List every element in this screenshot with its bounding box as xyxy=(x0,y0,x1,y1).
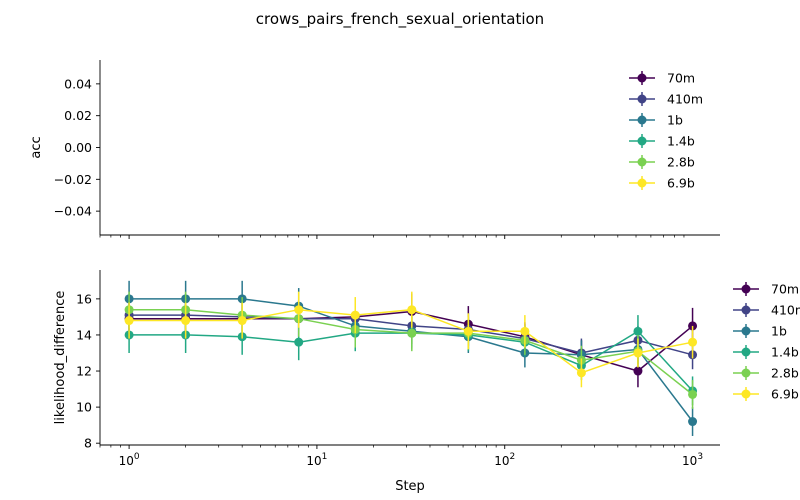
legend-entry-label: 70m xyxy=(771,282,799,297)
y-tick-label: −0.04 xyxy=(54,204,92,219)
legend-entry-label: 410m xyxy=(771,303,800,318)
legend-swatch-marker xyxy=(637,157,647,167)
y-tick-label: −0.02 xyxy=(54,172,92,187)
data-point xyxy=(688,337,698,347)
legend-swatch-marker xyxy=(741,368,751,378)
data-point xyxy=(350,310,360,320)
y-tick-label: 0.00 xyxy=(64,140,92,155)
legend-entry-label: 6.9b xyxy=(771,387,799,402)
data-point xyxy=(124,316,134,326)
legend-entry-label: 1.4b xyxy=(667,134,695,149)
legend-entry-label: 6.9b xyxy=(667,176,695,191)
data-point xyxy=(633,366,643,376)
x-tick-label: 101 xyxy=(306,452,327,468)
data-point xyxy=(407,305,417,315)
series-1b xyxy=(124,280,698,436)
legend-entry-label: 70m xyxy=(667,71,695,86)
y-tick-label: 10 xyxy=(76,400,92,415)
y-tick-label: 0.02 xyxy=(64,108,92,123)
legend-entry-label: 1b xyxy=(667,113,683,128)
data-point xyxy=(237,316,247,326)
legend-entry-label: 2.8b xyxy=(667,155,695,170)
data-point xyxy=(520,326,530,336)
data-point xyxy=(294,337,304,347)
legend-swatch-marker xyxy=(637,136,647,146)
data-point xyxy=(633,348,643,358)
series-line xyxy=(129,298,694,422)
legend-swatch-marker xyxy=(741,284,751,294)
y-axis-label: likelihood_difference xyxy=(53,291,68,425)
series-6_9b xyxy=(124,291,698,388)
y-tick-label: 16 xyxy=(76,291,92,306)
likelihood-panel: 8 10 12 14 16 100 101 102 103 Step likelihood_diff… xyxy=(53,270,800,494)
y-axis-label: acc xyxy=(29,136,44,158)
x-tick-label: 100 xyxy=(119,452,140,468)
legend-entry-label: 410m xyxy=(667,92,703,107)
y-tick-label: 8 xyxy=(84,436,92,451)
chart-title: crows_pairs_french_sexual_orientation xyxy=(256,10,544,29)
legend-entry-label: 2.8b xyxy=(771,366,799,381)
data-point xyxy=(463,326,473,336)
y-tick-label: 12 xyxy=(76,364,92,379)
legend-swatch-marker xyxy=(637,178,647,188)
data-point xyxy=(181,316,191,326)
series-line xyxy=(129,330,694,392)
legend-swatch-marker xyxy=(637,115,647,125)
acc-panel: 0.04 0.02 0.00 −0.02 −0.04 acc 70m 410m 1b 1.4b 2.… xyxy=(29,60,720,239)
legend-swatch-marker xyxy=(741,347,751,357)
x-tick-label: 103 xyxy=(682,452,703,468)
data-point xyxy=(688,389,698,399)
legend-swatch-marker xyxy=(741,326,751,336)
legend-entry-label: 1.4b xyxy=(771,345,799,360)
legend-swatch-marker xyxy=(637,73,647,83)
data-point xyxy=(407,328,417,338)
legend-swatch-marker xyxy=(637,94,647,104)
x-axis-label: Step xyxy=(395,479,425,494)
data-point xyxy=(294,305,304,315)
data-point xyxy=(633,326,643,336)
legend-entry-label: 1b xyxy=(771,324,787,339)
legend-swatch-marker xyxy=(741,305,751,315)
data-point xyxy=(688,417,698,427)
data-point xyxy=(576,368,586,378)
x-tick-label: 102 xyxy=(494,452,515,468)
y-tick-label: 14 xyxy=(76,327,92,342)
y-tick-label: 0.04 xyxy=(64,76,92,91)
legend-swatch-marker xyxy=(741,389,751,399)
